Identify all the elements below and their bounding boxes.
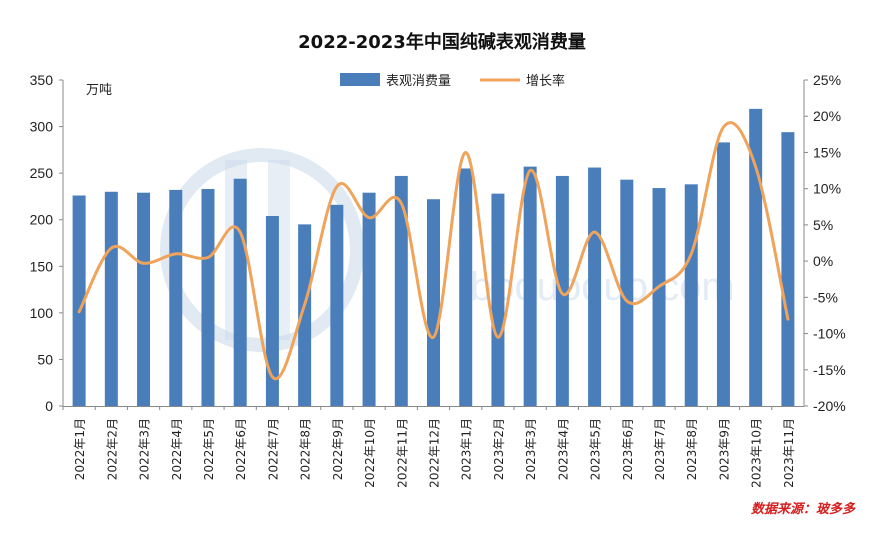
line-series xyxy=(77,121,790,381)
right-tick-label: 5% xyxy=(813,217,833,233)
bar xyxy=(588,167,602,406)
x-tick-label: 2022年10月 xyxy=(363,418,377,488)
right-axis-ticks: -20% -15% -10% -5% 0% 5% 10% 15% 20% 25% xyxy=(804,72,846,414)
legend-swatch-bar xyxy=(340,73,380,86)
x-tick-label: 2022年7月 xyxy=(266,418,280,480)
x-tick-label: 2023年8月 xyxy=(685,418,699,480)
x-tick-label: 2023年1月 xyxy=(460,418,474,480)
x-tick-label: 2023年11月 xyxy=(782,418,796,488)
x-tick-label: 2022年1月 xyxy=(73,418,87,480)
x-tick-label: 2022年9月 xyxy=(331,418,345,480)
bar xyxy=(362,192,376,406)
bar xyxy=(459,168,473,406)
right-tick-label: 15% xyxy=(813,144,841,160)
x-tick-label: 2023年10月 xyxy=(750,418,764,488)
x-tick-label: 2023年4月 xyxy=(556,418,570,480)
bar xyxy=(523,166,537,406)
right-tick-label: 10% xyxy=(813,181,841,197)
bar xyxy=(330,204,344,406)
bar xyxy=(555,175,569,406)
x-tick-label: 2022年11月 xyxy=(395,418,409,488)
bar xyxy=(716,142,730,407)
bar xyxy=(298,224,312,406)
left-tick-label: 300 xyxy=(30,119,54,135)
x-tick-label: 2023年7月 xyxy=(653,418,667,480)
left-tick-label: 150 xyxy=(30,258,54,274)
watermark-logo: boduoduo.com xyxy=(160,148,735,352)
bar xyxy=(201,188,215,406)
right-tick-label: -10% xyxy=(813,326,846,342)
x-axis-ticks: 2022年1月 2022年2月 2022年3月 2022年4月 2022年5月 2022年… xyxy=(62,406,796,488)
right-tick-label: 20% xyxy=(813,108,841,124)
x-tick-label: 2022年3月 xyxy=(138,418,152,480)
left-tick-label: 250 xyxy=(30,165,54,181)
left-tick-label: 0 xyxy=(45,398,53,414)
bar xyxy=(620,179,634,406)
bar xyxy=(265,215,279,406)
x-tick-label: 2022年6月 xyxy=(234,418,248,480)
x-tick-label: 2023年2月 xyxy=(492,418,506,480)
x-tick-label: 2022年4月 xyxy=(170,418,184,480)
x-tick-label: 2023年5月 xyxy=(589,418,603,480)
bar xyxy=(684,184,698,406)
x-tick-label: 2022年2月 xyxy=(105,418,119,480)
bar xyxy=(427,199,440,406)
bar xyxy=(233,178,247,406)
growth-rate-line xyxy=(77,121,790,381)
x-tick-label: 2023年9月 xyxy=(717,418,731,480)
bar xyxy=(491,193,505,406)
x-tick-label: 2023年3月 xyxy=(524,418,538,480)
left-tick-label: 100 xyxy=(30,305,54,321)
right-tick-label: 0% xyxy=(813,253,833,269)
legend-label-line: 增长率 xyxy=(526,73,565,89)
x-tick-label: 2022年5月 xyxy=(202,418,216,480)
legend: 表观消费量 增长率 xyxy=(340,73,565,89)
bar xyxy=(394,175,408,406)
bar xyxy=(652,188,666,406)
x-tick-label: 2022年8月 xyxy=(299,418,313,480)
bar-series xyxy=(72,108,795,407)
unit-label: 万吨 xyxy=(86,83,112,98)
right-tick-label: 25% xyxy=(813,72,841,88)
bar xyxy=(72,195,86,406)
left-tick-label: 350 xyxy=(30,72,54,88)
bar xyxy=(104,191,118,406)
left-axis-ticks: 0 50 100 150 200 250 300 350 xyxy=(30,72,63,414)
chart-title: 2022-2023年中国纯碱表观消费量 xyxy=(298,31,586,53)
source-note: 数据来源：玻多多 xyxy=(751,501,856,517)
x-tick-label: 2023年6月 xyxy=(621,418,635,480)
right-tick-label: -20% xyxy=(813,398,846,414)
right-tick-label: -5% xyxy=(813,289,838,305)
right-tick-label: -15% xyxy=(813,362,846,378)
x-tick-label: 2022年12月 xyxy=(428,418,442,488)
bar xyxy=(169,189,183,406)
bar xyxy=(137,192,151,406)
left-tick-label: 200 xyxy=(30,212,54,228)
legend-label-bar: 表观消费量 xyxy=(386,74,451,89)
bar xyxy=(781,132,795,406)
left-tick-label: 50 xyxy=(37,351,53,367)
